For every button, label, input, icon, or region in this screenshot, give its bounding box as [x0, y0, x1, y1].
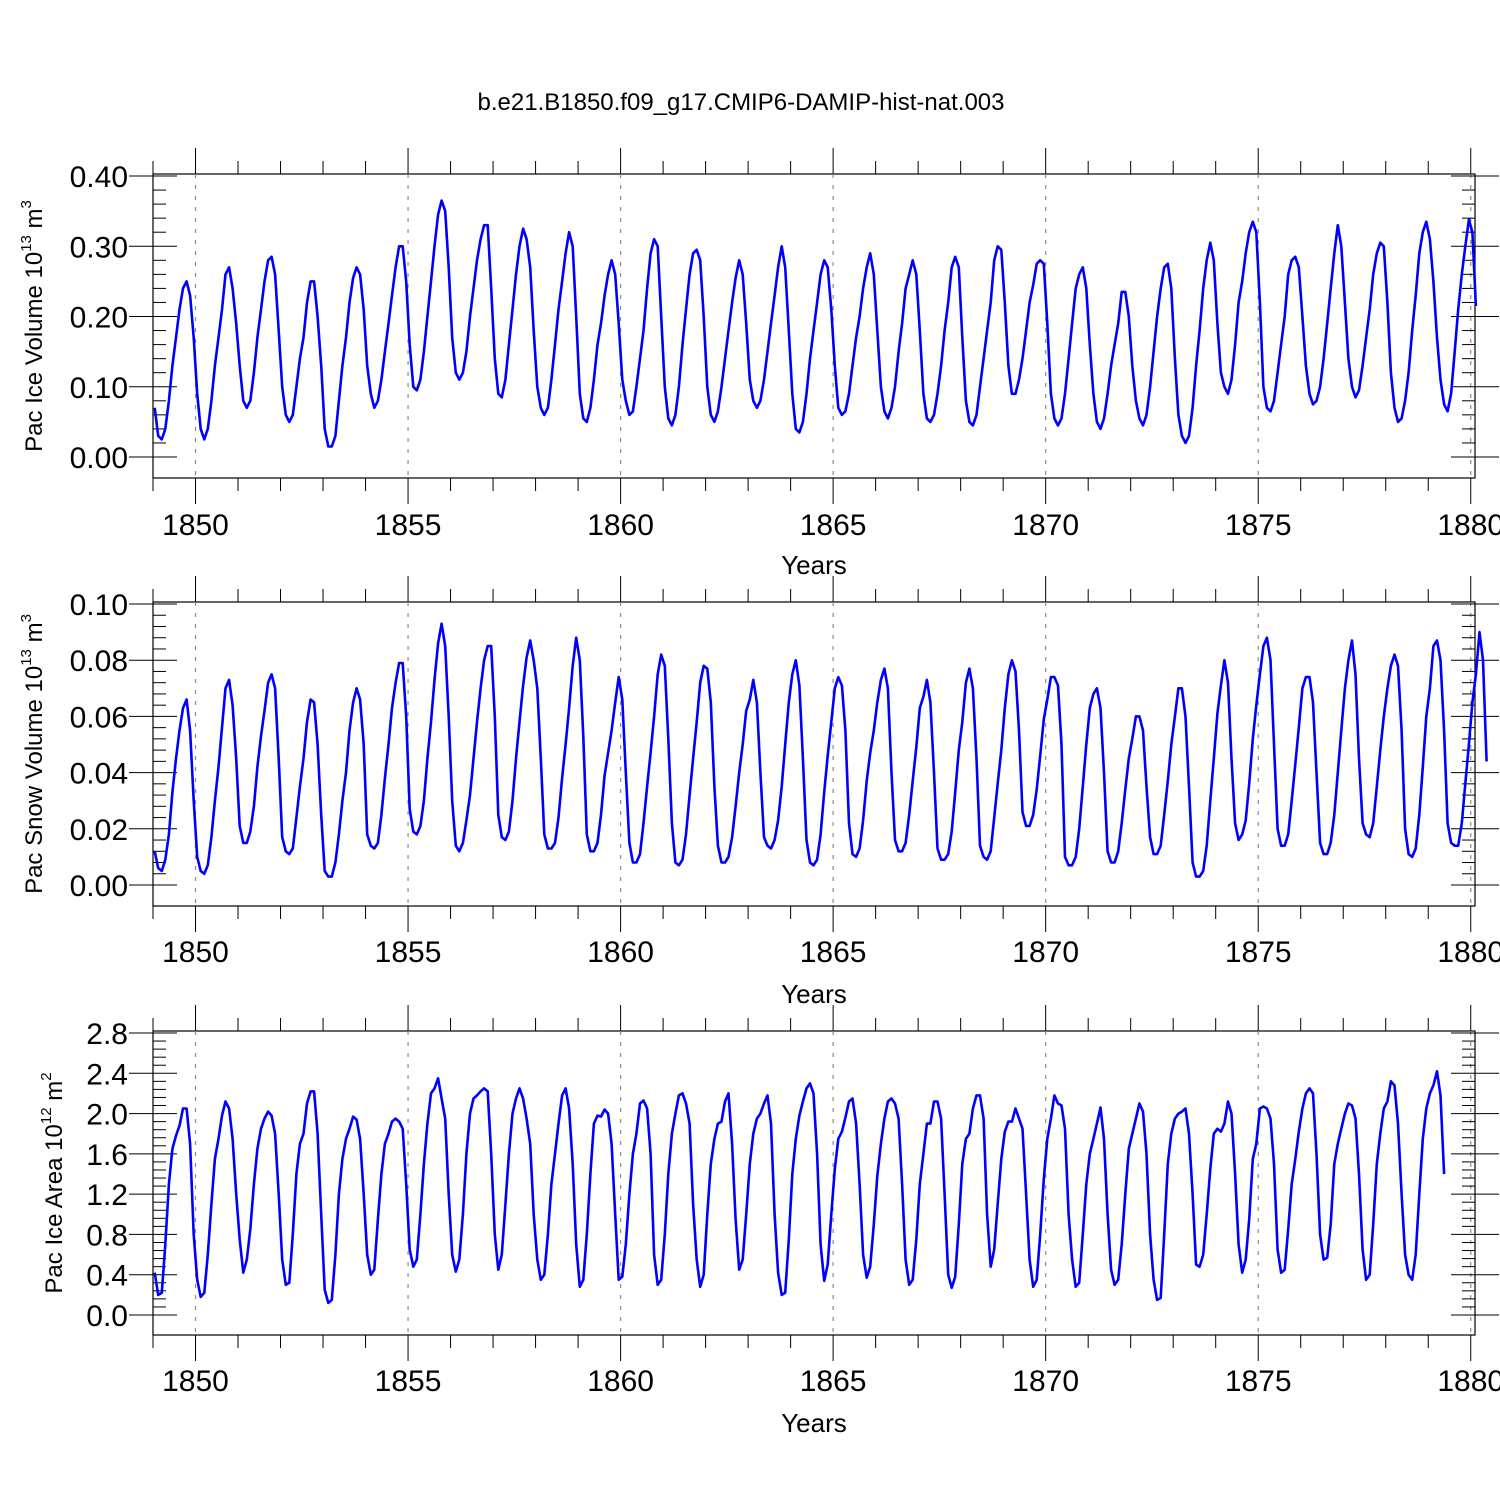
chart-panel-1: 1850 1855 1860 1865 1870 1875 1880 0.00 0.10 0.20… [18, 148, 1500, 580]
chart-panel-3: 1850 1855 1860 1865 1870 1875 1880 0.0 0.4 0.8 1.2… [38, 1005, 1500, 1438]
x-tick-label: 1860 [587, 1365, 654, 1398]
x-tick-label: 1850 [162, 509, 229, 542]
data-series-line-1 [153, 199, 1478, 448]
x-tick-label: 1860 [587, 509, 654, 542]
x-tick-label: 1875 [1225, 936, 1292, 969]
x-tick-label: 1870 [1012, 1365, 1079, 1398]
x-axis-label: Years [781, 979, 847, 1009]
x-tick-label: 1870 [1012, 936, 1079, 969]
chart-panels: 1850 1855 1860 1865 1870 1875 1880 0.00 0.10 0.20… [18, 148, 1500, 1438]
y-tick-label: 0.10 [70, 372, 128, 405]
y-tick-label: 0.40 [70, 161, 128, 194]
x-axis-label: Years [781, 550, 847, 580]
y-tick-label: 2.4 [86, 1058, 128, 1091]
y-tick-label: 1.2 [86, 1179, 128, 1212]
x-tick-label: 1855 [375, 509, 442, 542]
x-tick-label: 1850 [162, 936, 229, 969]
y-tick-label: 0.00 [70, 442, 128, 475]
x-tick-label: 1875 [1225, 1365, 1292, 1398]
plot-frame [152, 173, 1476, 479]
y-tick-label: 2.0 [86, 1099, 128, 1132]
y-tick-label: 0.0 [86, 1300, 128, 1333]
x-tick-label: 1860 [587, 936, 654, 969]
y-tick-label: 0.00 [70, 870, 128, 903]
y-tick-label: 0.08 [70, 645, 128, 678]
x-tick-label: 1880 [1437, 936, 1500, 969]
chart-panel-2: 1850 1855 1860 1865 1870 1875 1880 0.00 0.02 0.04… [18, 576, 1500, 1009]
y-tick-label: 0.10 [70, 589, 128, 622]
y-tick-label: 0.30 [70, 231, 128, 264]
y-axis-label: Pac Ice Area 1012 m2 [38, 1072, 68, 1293]
x-tick-label: 1880 [1437, 1365, 1500, 1398]
chart-title: b.e21.B1850.f09_g17.CMIP6-DAMIP-hist-nat… [478, 89, 1005, 116]
x-tick-label: 1865 [800, 509, 867, 542]
y-tick-label: 0.04 [70, 758, 128, 791]
x-tick-label: 1880 [1437, 509, 1500, 542]
plot-frame [152, 1030, 1476, 1336]
x-tick-label: 1875 [1225, 509, 1292, 542]
y-tick-label: 1.6 [86, 1139, 128, 1172]
y-axis-label: Pac Snow Volume 1013 m3 [18, 614, 48, 894]
y-tick-label: 2.8 [86, 1018, 128, 1051]
plot-frame [152, 601, 1476, 907]
x-tick-label: 1850 [162, 1365, 229, 1398]
x-tick-label: 1865 [800, 936, 867, 969]
x-tick-label: 1870 [1012, 509, 1079, 542]
x-tick-label: 1855 [375, 936, 442, 969]
y-tick-label: 0.8 [86, 1219, 128, 1252]
x-tick-label: 1865 [800, 1365, 867, 1398]
x-tick-label: 1855 [375, 1365, 442, 1398]
y-tick-label: 0.06 [70, 701, 128, 734]
x-axis-label: Years [781, 1408, 847, 1438]
data-series-line-1 [153, 1070, 1446, 1305]
y-tick-label: 0.20 [70, 302, 128, 335]
y-tick-label: 0.02 [70, 814, 128, 847]
data-series-line-1 [153, 622, 1488, 878]
y-tick-label: 0.4 [86, 1260, 128, 1293]
y-axis-label: Pac Ice Volume 1013 m3 [18, 200, 48, 452]
